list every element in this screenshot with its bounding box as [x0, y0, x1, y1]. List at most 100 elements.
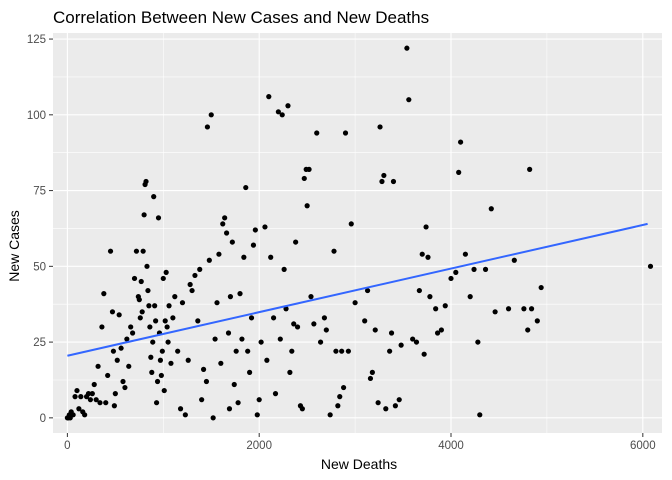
data-point: [214, 300, 220, 306]
data-point: [275, 109, 281, 115]
data-point: [456, 169, 462, 175]
data-point: [462, 251, 468, 257]
data-point: [111, 403, 117, 409]
data-point: [103, 400, 109, 406]
data-point: [165, 339, 171, 345]
data-point: [97, 400, 103, 406]
data-point: [306, 166, 312, 172]
data-point: [340, 384, 347, 391]
data-point: [177, 406, 184, 412]
data-point: [482, 266, 489, 272]
data-point: [528, 306, 535, 312]
data-point: [195, 318, 201, 324]
data-point: [647, 263, 654, 269]
data-point: [243, 184, 249, 191]
data-point: [126, 363, 132, 369]
data-point: [241, 254, 247, 260]
data-point: [223, 230, 230, 236]
y-axis-label: New Cases: [6, 210, 22, 282]
data-point: [87, 397, 94, 403]
data-point: [317, 339, 324, 345]
data-point: [185, 357, 191, 363]
data-point: [314, 130, 320, 136]
data-point: [233, 348, 239, 354]
data-point: [118, 345, 124, 351]
y-tick-label: 125: [27, 34, 46, 46]
data-point: [65, 415, 71, 421]
data-point: [304, 203, 310, 209]
data-point: [227, 294, 234, 300]
data-point: [158, 372, 164, 379]
data-point: [381, 172, 387, 179]
data-point: [534, 318, 540, 324]
x-tick-label: 2000: [246, 440, 272, 452]
data-point: [78, 394, 84, 400]
data-point: [110, 348, 117, 354]
data-point: [448, 275, 454, 282]
data-point: [398, 342, 404, 348]
data-point: [222, 215, 228, 221]
data-point: [203, 378, 210, 385]
data-point: [457, 139, 464, 145]
data-point: [133, 248, 140, 254]
data-point: [299, 406, 305, 412]
data-point: [85, 391, 92, 397]
data-point: [101, 291, 107, 297]
data-point: [160, 275, 166, 282]
data-point: [170, 315, 176, 321]
data-point: [268, 254, 274, 260]
data-point: [421, 351, 427, 357]
data-point: [237, 291, 243, 297]
data-point: [291, 321, 297, 327]
data-point: [116, 312, 122, 318]
data-point: [390, 178, 397, 185]
data-point: [333, 348, 339, 354]
data-point: [283, 306, 289, 312]
data-point: [248, 315, 255, 321]
data-point: [406, 97, 412, 103]
data-point: [339, 348, 345, 354]
data-point: [367, 375, 374, 382]
data-point: [179, 300, 186, 306]
data-point: [182, 412, 188, 418]
data-point: [137, 315, 143, 321]
data-point: [270, 315, 277, 321]
data-point: [266, 94, 272, 100]
data-point: [413, 339, 420, 345]
data-point: [124, 336, 130, 342]
data-point: [95, 363, 101, 369]
x-tick-label: 6000: [630, 440, 656, 452]
data-point: [337, 394, 343, 400]
trend-line: [67, 222, 648, 357]
y-tick-label: 75: [33, 186, 46, 198]
data-point: [488, 206, 494, 212]
data-point: [154, 378, 161, 385]
data-point: [140, 248, 146, 254]
data-point: [434, 330, 441, 336]
data-point: [139, 309, 145, 315]
data-point: [159, 348, 165, 354]
data-point: [379, 178, 385, 185]
data-point: [235, 400, 241, 406]
data-point: [467, 294, 473, 300]
data-point: [416, 287, 422, 294]
data-point: [153, 318, 159, 324]
data-point: [342, 130, 349, 136]
data-point: [345, 348, 351, 354]
data-point: [254, 412, 260, 418]
data-point: [109, 309, 116, 315]
data-point: [204, 124, 211, 130]
data-point: [197, 266, 203, 272]
data-point: [301, 175, 307, 182]
data-point: [505, 306, 512, 312]
data-point: [285, 103, 291, 109]
data-point: [250, 242, 257, 248]
data-point: [377, 124, 383, 130]
data-point: [175, 348, 181, 354]
data-point: [396, 397, 402, 403]
data-point: [172, 294, 178, 300]
data-point: [279, 112, 285, 118]
data-point: [226, 406, 233, 412]
y-tick-label: 100: [27, 110, 46, 122]
data-point: [423, 224, 429, 230]
